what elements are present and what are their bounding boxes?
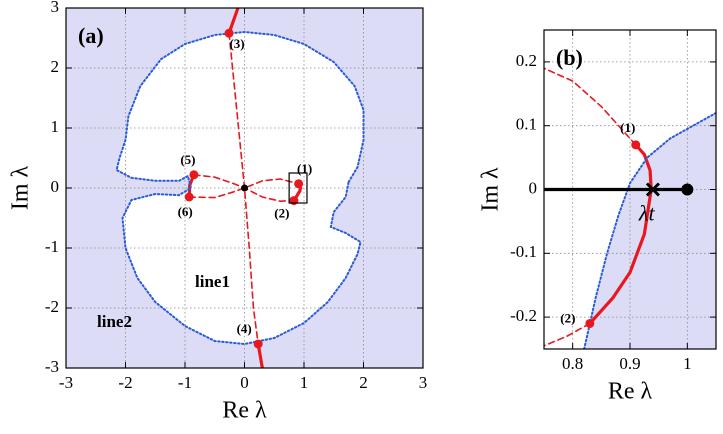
y-tick-label: 0	[529, 178, 538, 197]
y-tick-label: 1	[51, 117, 60, 136]
x-tick-label: -2	[118, 373, 132, 392]
x-tick-label: 0.8	[562, 354, 583, 373]
y-tick-label: 0.2	[516, 51, 537, 70]
x-tick-label: 1	[300, 373, 309, 392]
point-label: (4)	[237, 321, 252, 336]
point-label: (3)	[229, 36, 244, 51]
shade	[584, 112, 716, 349]
point-label: (5)	[180, 152, 195, 167]
point	[189, 170, 199, 180]
point-label: (2)	[274, 206, 289, 221]
x-tick-label: 0.9	[619, 354, 640, 373]
series-label: line2	[97, 312, 132, 331]
x-axis-label: Re λ	[222, 398, 267, 424]
y-tick-label: -1	[45, 237, 59, 256]
point-label: (2)	[560, 310, 575, 325]
marker-dot	[241, 184, 248, 192]
x-tick-label: 3	[419, 373, 428, 392]
plot-area	[544, 30, 716, 349]
point	[253, 339, 263, 349]
point	[184, 192, 194, 202]
series-label: line1	[195, 272, 230, 291]
x-tick-label: 0	[240, 373, 249, 392]
series-line	[544, 67, 637, 347]
series-line	[115, 30, 365, 346]
x-tick-label: -1	[178, 373, 192, 392]
point-label: (1)	[620, 120, 635, 135]
plot-area	[66, 8, 423, 368]
point-label: (6)	[178, 204, 193, 219]
y-tick-label: -2	[45, 297, 59, 316]
y-tick-label: 3	[51, 0, 60, 16]
x-tick-label: 2	[359, 373, 368, 392]
marker-label: λt	[638, 201, 656, 226]
series-line	[583, 111, 716, 349]
y-tick-label: -0.1	[510, 242, 537, 261]
y-tick-label: 0	[51, 177, 60, 196]
x-tick-label: -3	[59, 373, 73, 392]
point-label: (1)	[297, 161, 312, 176]
point	[294, 179, 304, 189]
unshaded-region	[116, 32, 364, 344]
x-tick-label: 1	[683, 354, 692, 373]
panel-label: (a)	[78, 23, 104, 48]
series-line	[187, 8, 303, 368]
plots: (1) (2) (3) (4) (5) (6) -3 -2 -1 0 1 2 3 -3 -2 -1 0 1 2 3 Re…	[8, 0, 717, 424]
point	[631, 140, 641, 150]
y-tick-label: 2	[51, 57, 60, 76]
inset-box	[288, 172, 308, 204]
point	[585, 318, 595, 328]
marker-dot	[681, 183, 694, 196]
panel-label: (b)	[556, 45, 583, 70]
point	[224, 28, 234, 38]
x-axis-label: Re λ	[608, 379, 653, 405]
series-line	[588, 143, 653, 326]
marker-cross	[645, 182, 660, 197]
y-axis-label: Im λ	[8, 165, 34, 210]
point	[289, 196, 299, 206]
y-tick-label: -0.2	[510, 306, 537, 325]
y-tick-label: -3	[45, 357, 59, 376]
y-tick-label: 0.1	[516, 115, 537, 134]
y-axis-label: Im λ	[478, 167, 504, 212]
